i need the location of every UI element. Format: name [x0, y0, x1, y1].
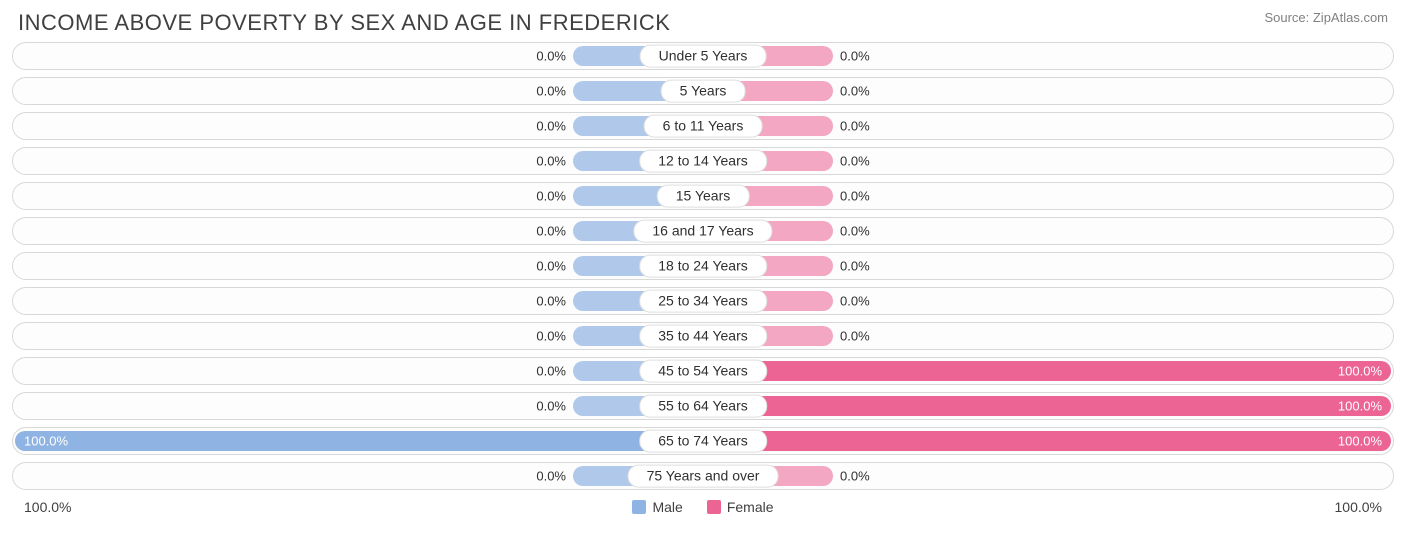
value-male: 0.0%	[536, 399, 566, 414]
value-male: 0.0%	[536, 364, 566, 379]
axis-label-right: 100.0%	[1262, 499, 1382, 515]
chart-row: 65 to 74 Years 100.0% 100.0%	[12, 427, 1394, 455]
value-male: 0.0%	[536, 259, 566, 274]
row-age-label: 65 to 74 Years	[639, 430, 767, 453]
value-male: 0.0%	[536, 294, 566, 309]
value-male: 100.0%	[24, 434, 68, 449]
chart-row: 75 Years and over 0.0% 0.0%	[12, 462, 1394, 490]
value-female: 0.0%	[840, 329, 870, 344]
bar-female	[703, 361, 1391, 381]
value-female: 0.0%	[840, 224, 870, 239]
chart-row: 35 to 44 Years 0.0% 0.0%	[12, 322, 1394, 350]
bar-female	[703, 396, 1391, 416]
value-male: 0.0%	[536, 189, 566, 204]
value-female: 100.0%	[1338, 434, 1382, 449]
row-age-label: 45 to 54 Years	[639, 360, 767, 383]
chart-row: Under 5 Years 0.0% 0.0%	[12, 42, 1394, 70]
value-female: 0.0%	[840, 189, 870, 204]
bar-male	[15, 431, 703, 451]
value-male: 0.0%	[536, 154, 566, 169]
chart-row: 6 to 11 Years 0.0% 0.0%	[12, 112, 1394, 140]
population-pyramid-chart: Under 5 Years0.0%0.0%5 Years0.0%0.0%6 to…	[0, 42, 1406, 490]
row-age-label: 75 Years and over	[628, 465, 779, 488]
value-female: 100.0%	[1338, 399, 1382, 414]
value-male: 0.0%	[536, 329, 566, 344]
legend-swatch-male	[632, 500, 646, 514]
legend-swatch-female	[707, 500, 721, 514]
value-female: 0.0%	[840, 84, 870, 99]
chart-row: 18 to 24 Years 0.0% 0.0%	[12, 252, 1394, 280]
row-age-label: 6 to 11 Years	[644, 115, 763, 138]
chart-source: Source: ZipAtlas.com	[1264, 10, 1388, 25]
chart-row: 45 to 54 Years 0.0% 100.0%	[12, 357, 1394, 385]
legend-item-male: Male	[632, 499, 682, 515]
value-female: 0.0%	[840, 49, 870, 64]
row-age-label: 12 to 14 Years	[639, 150, 767, 173]
value-female: 0.0%	[840, 154, 870, 169]
value-female: 0.0%	[840, 469, 870, 484]
chart-footer: 100.0% Male Female 100.0%	[0, 497, 1406, 515]
row-age-label: 15 Years	[657, 185, 750, 208]
legend-label-male: Male	[652, 499, 682, 515]
chart-row: 5 Years 0.0% 0.0%	[12, 77, 1394, 105]
value-female: 100.0%	[1338, 364, 1382, 379]
chart-row: 12 to 14 Years 0.0% 0.0%	[12, 147, 1394, 175]
row-age-label: 55 to 64 Years	[639, 395, 767, 418]
legend-item-female: Female	[707, 499, 774, 515]
chart-row: 25 to 34 Years 0.0% 0.0%	[12, 287, 1394, 315]
row-age-label: 18 to 24 Years	[639, 255, 767, 278]
value-male: 0.0%	[536, 224, 566, 239]
row-age-label: 25 to 34 Years	[639, 290, 767, 313]
chart-row: 55 to 64 Years 0.0% 100.0%	[12, 392, 1394, 420]
value-female: 0.0%	[840, 259, 870, 274]
row-age-label: Under 5 Years	[640, 45, 767, 68]
bar-female	[703, 431, 1391, 451]
row-age-label: 5 Years	[661, 80, 746, 103]
value-male: 0.0%	[536, 469, 566, 484]
row-age-label: 35 to 44 Years	[639, 325, 767, 348]
chart-legend: Male Female	[144, 499, 1262, 515]
chart-row: 15 Years 0.0% 0.0%	[12, 182, 1394, 210]
legend-label-female: Female	[727, 499, 774, 515]
axis-label-left: 100.0%	[24, 499, 144, 515]
chart-title: INCOME ABOVE POVERTY BY SEX AND AGE IN F…	[18, 10, 670, 36]
value-male: 0.0%	[536, 119, 566, 134]
value-female: 0.0%	[840, 294, 870, 309]
value-female: 0.0%	[840, 119, 870, 134]
chart-row: 16 and 17 Years 0.0% 0.0%	[12, 217, 1394, 245]
value-male: 0.0%	[536, 49, 566, 64]
row-age-label: 16 and 17 Years	[633, 220, 772, 243]
value-male: 0.0%	[536, 84, 566, 99]
